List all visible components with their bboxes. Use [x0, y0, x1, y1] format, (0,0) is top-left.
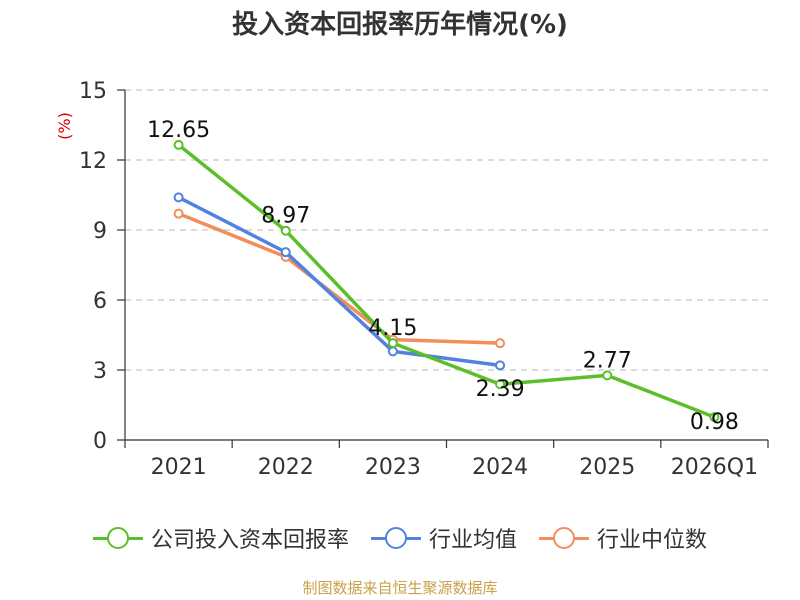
legend-label-company: 公司投入资本回报率 [150, 528, 349, 553]
data-point-company [173, 139, 184, 150]
x-tick-label: 2025 [579, 455, 635, 480]
x-tick-label: 2022 [258, 455, 314, 480]
series-line-industry_median [177, 212, 501, 345]
chart-legend: 公司投入资本回报率 行业均值 行业中位数 [0, 518, 800, 558]
x-tick-label: 2023 [365, 455, 421, 480]
data-point-industry_median [173, 208, 184, 219]
data-point-company [709, 412, 720, 423]
chart-title: 投入资本回报率历年情况(%) [232, 10, 568, 40]
data-label-company: 0.98 [690, 410, 739, 435]
data-point-company [602, 370, 613, 381]
source-note: 制图数据来自恒生聚源数据库 [302, 579, 498, 597]
x-tick-label: 2021 [151, 455, 207, 480]
data-label-company: 8.97 [261, 204, 310, 229]
data-label-company: 4.15 [368, 316, 417, 341]
data-label-company: 12.65 [147, 118, 210, 143]
y-tick-label: 12 [79, 149, 107, 174]
y-tick-label: 3 [93, 359, 107, 384]
legend-swatch-industry-median [539, 527, 589, 549]
data-label-company: 2.77 [583, 348, 632, 373]
y-tick-label: 9 [93, 219, 107, 244]
data-point-industry_avg [387, 346, 398, 357]
data-point-industry_avg [495, 360, 506, 371]
legend-item-company[interactable]: 公司投入资本回报率 [92, 522, 349, 554]
data-label-company: 2.39 [476, 377, 525, 402]
legend-label-industry-median: 行业中位数 [597, 528, 708, 553]
legend-label-industry-avg: 行业均值 [428, 528, 517, 553]
legend-item-industry-avg[interactable]: 行业均值 [370, 522, 517, 554]
legend-swatch-industry-avg [370, 527, 421, 549]
legend-item-industry-median[interactable]: 行业中位数 [539, 522, 707, 554]
y-axis-unit-label: (%) [55, 112, 74, 140]
series-line-industry_avg [177, 195, 501, 368]
x-tick-label: 2024 [472, 455, 528, 480]
data-point-company [387, 338, 398, 349]
y-tick-label: 0 [93, 429, 107, 454]
data-point-industry_avg [173, 192, 184, 203]
y-tick-label: 15 [79, 79, 107, 104]
series-line-company [177, 143, 716, 419]
data-point-company [495, 379, 506, 390]
y-tick-label: 6 [93, 289, 107, 314]
data-point-company [280, 225, 291, 236]
data-point-industry_median [495, 338, 506, 349]
x-tick-label: 2026Q1 [671, 455, 758, 480]
data-point-industry_avg [280, 247, 291, 258]
legend-swatch-company [92, 527, 143, 549]
